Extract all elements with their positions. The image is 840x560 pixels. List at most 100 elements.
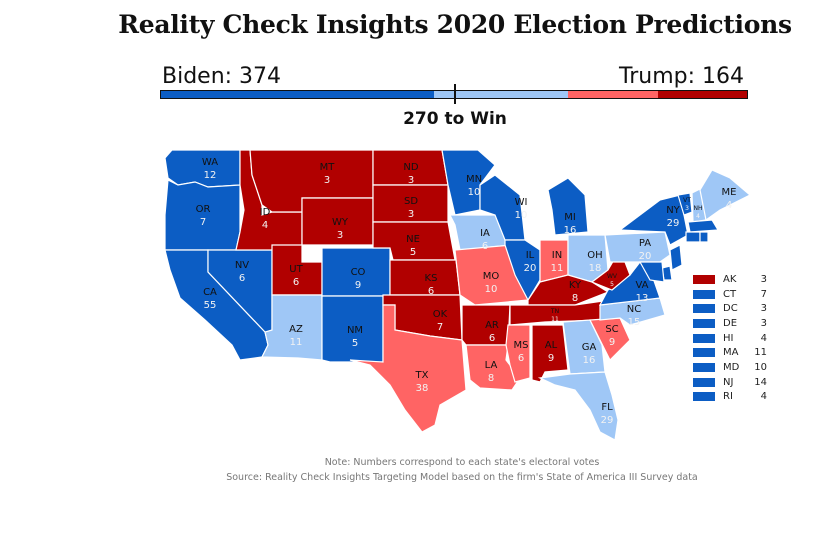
chart-title: Reality Check Insights 2020 Election Pre… bbox=[118, 10, 792, 39]
state-label-me: ME bbox=[722, 187, 737, 198]
state-ev-id: 4 bbox=[262, 220, 268, 231]
state-ev-wv: 5 bbox=[610, 281, 614, 288]
state-label-wi: WI bbox=[515, 197, 528, 208]
state-ev-vt: 3 bbox=[685, 205, 689, 212]
source-text: Source: Reality Check Insights Targeting… bbox=[226, 472, 698, 483]
state-label-sc: SC bbox=[605, 324, 618, 335]
state-md bbox=[638, 261, 665, 283]
state-label-ny: NY bbox=[666, 205, 680, 216]
legend-state: CT bbox=[723, 288, 737, 300]
legend-row: DC 3 bbox=[693, 301, 767, 316]
state-ev-nm: 5 bbox=[352, 338, 358, 349]
state-label-ca: CA bbox=[203, 287, 217, 298]
state-vt bbox=[677, 192, 693, 216]
state-label-nd: ND bbox=[403, 162, 418, 173]
state-label-tn: TN bbox=[550, 308, 559, 315]
legend-state: NJ bbox=[723, 376, 734, 388]
legend-state: AK bbox=[723, 273, 737, 285]
bar-segment-lean-trump bbox=[568, 91, 658, 98]
state-label-tx: TX bbox=[415, 370, 429, 381]
state-label-ky: KY bbox=[569, 280, 582, 291]
legend-swatch bbox=[693, 289, 715, 299]
legend-state: MD bbox=[723, 361, 740, 373]
state-label-fl: FL bbox=[601, 402, 613, 413]
state-label-nm: NM bbox=[347, 325, 363, 336]
state-ct bbox=[685, 231, 701, 243]
state-label-nh: NH bbox=[694, 205, 703, 212]
legend-state: MA bbox=[723, 347, 739, 359]
bar-segment-solid-biden bbox=[161, 91, 435, 98]
state-ev-wi: 10 bbox=[515, 210, 528, 221]
state-label-wa: WA bbox=[202, 157, 218, 168]
state-label-al: AL bbox=[545, 340, 558, 351]
state-label-az: AZ bbox=[289, 324, 303, 335]
state-ev-in: 11 bbox=[551, 263, 564, 274]
legend-swatch bbox=[693, 274, 715, 284]
state-ga bbox=[562, 319, 606, 375]
state-label-ms: MS bbox=[514, 340, 529, 351]
state-mi bbox=[547, 177, 589, 236]
legend-ev: 3 bbox=[760, 317, 767, 329]
legend-ev: 11 bbox=[754, 347, 767, 359]
legend-row: RI 4 bbox=[693, 390, 767, 405]
state-ev-il: 20 bbox=[524, 263, 537, 274]
legend-swatch bbox=[693, 348, 715, 358]
legend-row: MA 11 bbox=[693, 345, 767, 360]
state-label-oh: OH bbox=[587, 250, 602, 261]
state-ev-wa: 12 bbox=[204, 170, 217, 181]
state-label-ne: NE bbox=[406, 234, 420, 245]
small-states-legend: AK 3 CT 7 DC 3 DE 3 HI 4 MA 11 MD 10 NJ 14 RI 4 bbox=[693, 272, 767, 404]
state-label-co: CO bbox=[351, 267, 366, 278]
state-ev-ut: 6 bbox=[293, 277, 299, 288]
state-ev-nd: 3 bbox=[408, 175, 414, 186]
state-ev-tx: 38 bbox=[416, 383, 429, 394]
state-ev-ga: 16 bbox=[583, 355, 596, 366]
state-ev-sd: 3 bbox=[408, 209, 414, 220]
state-ev-pa: 20 bbox=[639, 251, 652, 262]
state-ev-or: 7 bbox=[200, 217, 206, 228]
state-label-mi: MI bbox=[564, 212, 576, 223]
state-ev-mi: 16 bbox=[564, 225, 577, 236]
legend-row: DE 3 bbox=[693, 316, 767, 331]
legend-ev: 14 bbox=[754, 376, 767, 388]
legend-ev: 4 bbox=[760, 391, 767, 403]
state-ev-sc: 9 bbox=[609, 337, 615, 348]
state-ev-fl: 29 bbox=[601, 415, 614, 426]
state-ri bbox=[699, 231, 709, 243]
state-ma bbox=[687, 219, 720, 233]
state-ev-tn: 11 bbox=[551, 316, 559, 323]
legend-ev: 7 bbox=[760, 288, 767, 300]
legend-swatch bbox=[693, 304, 715, 314]
state-wa bbox=[164, 149, 241, 188]
state-ev-ca: 55 bbox=[204, 300, 217, 311]
legend-swatch bbox=[693, 318, 715, 328]
state-label-or: OR bbox=[196, 204, 211, 215]
legend-ev: 10 bbox=[754, 361, 767, 373]
state-ev-me: 4 bbox=[726, 200, 732, 211]
state-label-mn: MN bbox=[466, 174, 482, 185]
state-label-mt: MT bbox=[320, 162, 336, 173]
state-ev-la: 8 bbox=[488, 373, 494, 384]
state-pa bbox=[604, 231, 671, 263]
state-ev-ky: 8 bbox=[572, 293, 578, 304]
legend-ev: 3 bbox=[760, 303, 767, 315]
state-label-ok: OK bbox=[433, 309, 448, 320]
state-ev-ms: 6 bbox=[518, 353, 524, 364]
biden-total: Biden: 374 bbox=[162, 64, 282, 89]
trump-total: Trump: 164 bbox=[619, 64, 744, 89]
legend-swatch bbox=[693, 333, 715, 343]
legend-ev: 3 bbox=[760, 273, 767, 285]
legend-row: HI 4 bbox=[693, 331, 767, 346]
legend-swatch bbox=[693, 377, 715, 387]
state-label-id: ID bbox=[260, 207, 271, 218]
state-ev-ks: 6 bbox=[428, 286, 434, 297]
legend-ev: 4 bbox=[760, 332, 767, 344]
state-ev-mt: 3 bbox=[324, 175, 330, 186]
legend-state: HI bbox=[723, 332, 734, 344]
legend-state: DE bbox=[723, 317, 738, 329]
state-ev-wy: 3 bbox=[337, 230, 343, 241]
legend-swatch bbox=[693, 392, 715, 402]
legend-state: DC bbox=[723, 303, 738, 315]
state-label-ks: KS bbox=[425, 273, 438, 284]
